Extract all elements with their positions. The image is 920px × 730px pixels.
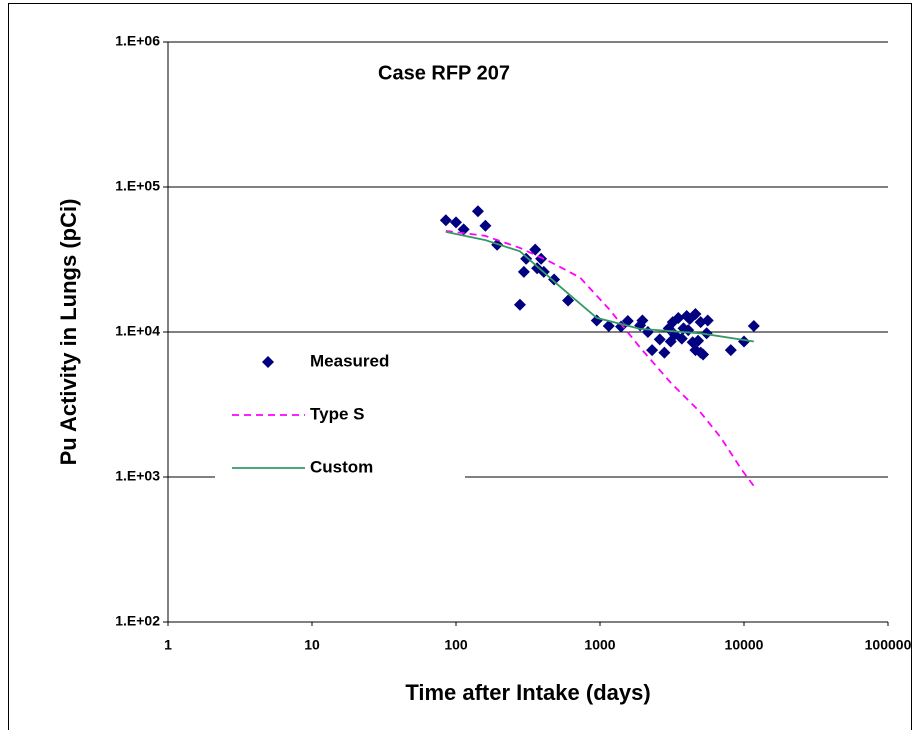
legend-label: Measured <box>310 351 389 370</box>
data-point <box>672 311 685 324</box>
y-axis-title: Pu Activity in Lungs (pCi) <box>56 199 81 466</box>
data-point <box>700 327 713 340</box>
y-tick-label: 1.E+05 <box>115 178 160 194</box>
x-tick-label: 100 <box>444 637 468 653</box>
data-point <box>517 265 530 278</box>
x-axis-title: Time after Intake (days) <box>405 680 650 705</box>
data-point <box>450 216 462 229</box>
data-point <box>697 348 710 361</box>
data-point <box>692 334 705 347</box>
data-point <box>548 273 561 286</box>
grid: 1.E+02 1.E+03 1.E+04 1.E+05 1.E+06 1 10 100 1000… <box>115 33 911 653</box>
data-point <box>439 214 452 227</box>
data-point <box>675 332 688 345</box>
data-point <box>646 344 659 357</box>
x-tick-label: 1 <box>164 637 172 653</box>
plot-area <box>439 205 760 491</box>
legend: Measured Type S Custom <box>215 336 465 492</box>
data-point <box>724 344 737 357</box>
data-point <box>535 252 548 265</box>
data-point <box>747 319 760 332</box>
data-point <box>479 219 492 232</box>
legend-label: Type S <box>310 404 364 423</box>
data-point <box>653 333 666 346</box>
data-point <box>636 314 649 327</box>
data-point <box>658 346 671 359</box>
legend-label: Custom <box>310 457 373 476</box>
y-tick-label: 1.E+02 <box>115 613 160 629</box>
data-point <box>621 315 634 328</box>
data-point <box>738 335 750 348</box>
data-point <box>701 314 714 327</box>
data-point <box>562 294 575 307</box>
y-tick-label: 1.E+03 <box>115 468 160 484</box>
legend-box <box>215 336 465 492</box>
data-line <box>445 231 754 343</box>
legend-marker <box>262 356 274 368</box>
data-line <box>445 230 758 491</box>
data-point <box>602 319 615 332</box>
chart-title: Case RFP 207 <box>378 62 510 84</box>
x-tick-label: 100000 <box>865 637 912 653</box>
data-point <box>689 308 702 321</box>
data-point <box>513 298 526 311</box>
y-tick-label: 1.E+06 <box>115 33 160 49</box>
x-tick-label: 1000 <box>584 637 615 653</box>
data-point <box>590 314 603 327</box>
y-tick-label: 1.E+04 <box>115 323 160 339</box>
chart-border <box>8 3 912 730</box>
x-tick-label: 10000 <box>725 637 764 653</box>
data-point <box>471 205 484 218</box>
data-point <box>520 252 533 265</box>
x-tick-label: 10 <box>304 637 320 653</box>
